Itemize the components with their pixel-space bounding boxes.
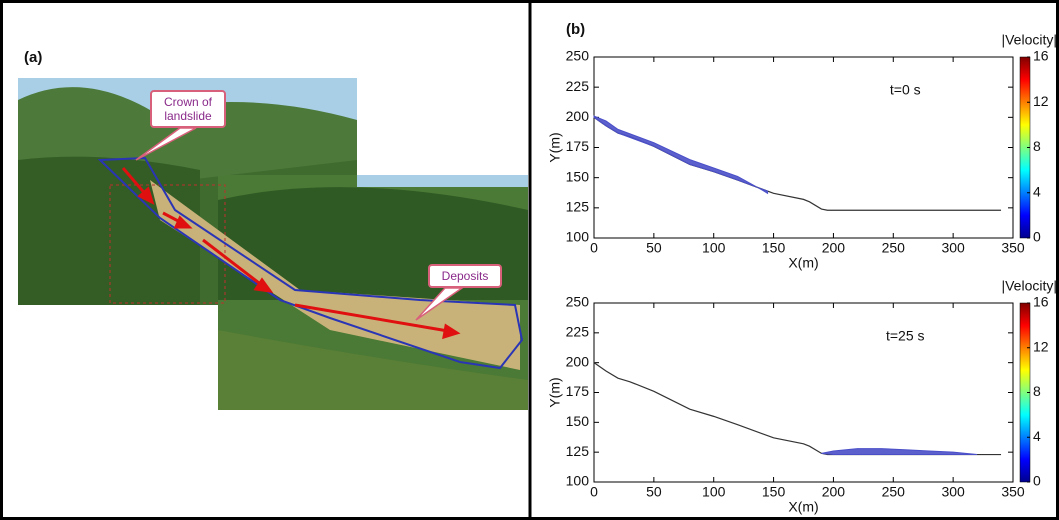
colorbar-label: |Velocity| bbox=[1001, 32, 1057, 48]
callout: Crown of landslide bbox=[150, 90, 226, 128]
colorbar-tick-label: 0 bbox=[1033, 229, 1041, 245]
y-tick-label: 125 bbox=[566, 443, 590, 459]
y-tick-label: 200 bbox=[566, 108, 590, 124]
colorbar-tick-label: 16 bbox=[1033, 294, 1049, 310]
figure: (a) (b) 100 125 150 175 200 225 250 0 50 100 150 20… bbox=[0, 0, 1059, 520]
colorbar-tick-label: 8 bbox=[1033, 138, 1041, 154]
x-tick-label: 0 bbox=[590, 484, 598, 500]
x-tick-label: 300 bbox=[941, 484, 965, 500]
charts: 100 125 150 175 200 225 250 0 50 100 150 200 250 300 3… bbox=[547, 32, 1057, 515]
colorbar-tick-label: 0 bbox=[1033, 473, 1041, 489]
y-axis-label: Y(m) bbox=[547, 132, 563, 162]
x-tick-label: 250 bbox=[882, 484, 906, 500]
y-tick-label: 150 bbox=[566, 413, 590, 429]
y-tick-label: 150 bbox=[566, 168, 590, 184]
x-tick-label: 300 bbox=[941, 240, 965, 256]
x-tick-label: 100 bbox=[702, 240, 726, 256]
x-axis-label: X(m) bbox=[788, 499, 818, 515]
x-tick-label: 150 bbox=[762, 484, 786, 500]
colorbar-tick-label: 4 bbox=[1033, 428, 1041, 444]
terrain-line bbox=[594, 117, 1001, 210]
y-tick-label: 100 bbox=[566, 473, 590, 489]
colorbar-tick-label: 4 bbox=[1033, 183, 1041, 199]
y-tick-label: 200 bbox=[566, 353, 590, 369]
annotation: t=0 s bbox=[890, 82, 921, 98]
colorbar-label: |Velocity| bbox=[1001, 278, 1057, 294]
y-axis-label: Y(m) bbox=[547, 377, 563, 407]
callout: Deposits bbox=[428, 264, 502, 288]
terrain-line bbox=[594, 363, 1001, 455]
x-tick-label: 200 bbox=[822, 240, 846, 256]
x-tick-label: 100 bbox=[702, 484, 726, 500]
mass-area bbox=[821, 449, 977, 455]
y-tick-label: 125 bbox=[566, 199, 590, 215]
colorbar-tick-label: 8 bbox=[1033, 383, 1041, 399]
panel-b-label: (b) bbox=[566, 21, 585, 38]
y-tick-label: 175 bbox=[566, 383, 590, 399]
colorbar-tick-label: 12 bbox=[1033, 338, 1049, 354]
mass-area bbox=[594, 116, 768, 193]
y-tick-label: 100 bbox=[566, 229, 590, 245]
canvas: (a) (b) 100 125 150 175 200 225 250 0 50 100 150 20… bbox=[0, 0, 1059, 520]
y-tick-label: 225 bbox=[566, 78, 590, 94]
x-tick-label: 250 bbox=[882, 240, 906, 256]
x-tick-label: 150 bbox=[762, 240, 786, 256]
colorbar-tick-label: 16 bbox=[1033, 48, 1049, 64]
y-tick-label: 175 bbox=[566, 138, 590, 154]
y-tick-label: 250 bbox=[566, 48, 590, 64]
panel-a-label: (a) bbox=[24, 49, 42, 66]
y-tick-label: 250 bbox=[566, 294, 590, 310]
annotation: t=25 s bbox=[886, 328, 925, 344]
x-tick-label: 200 bbox=[822, 484, 846, 500]
photo bbox=[18, 78, 528, 410]
x-tick-label: 50 bbox=[646, 484, 662, 500]
x-tick-label: 50 bbox=[646, 240, 662, 256]
y-tick-label: 225 bbox=[566, 324, 590, 340]
x-tick-label: 350 bbox=[1001, 484, 1025, 500]
x-axis-label: X(m) bbox=[788, 255, 818, 271]
x-tick-label: 350 bbox=[1001, 240, 1025, 256]
x-tick-label: 0 bbox=[590, 240, 598, 256]
colorbar-tick-label: 12 bbox=[1033, 93, 1049, 109]
